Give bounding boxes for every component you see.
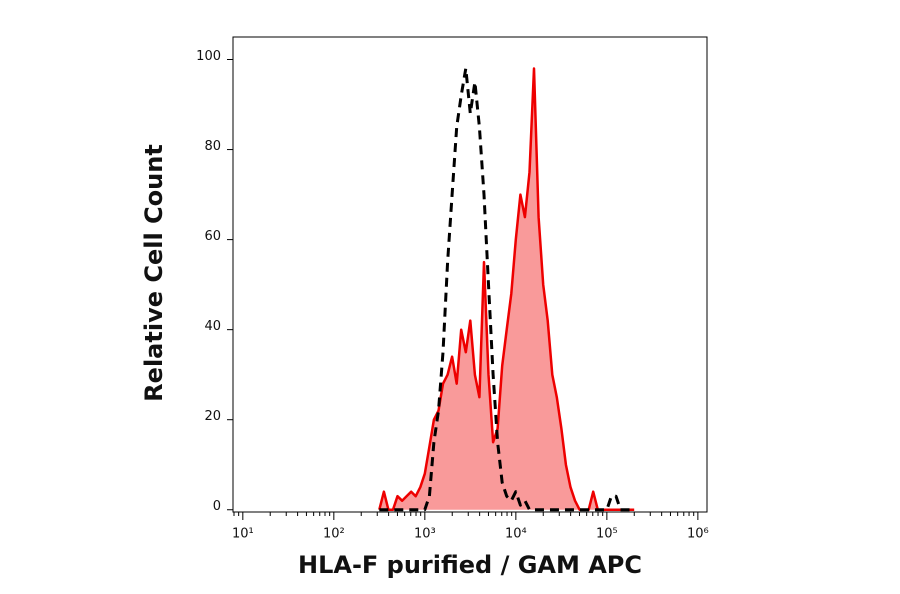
y-tick-label: 20 xyxy=(204,409,221,424)
y-tick-label: 40 xyxy=(204,319,221,334)
plot-frame xyxy=(232,36,708,513)
x-tick-label: 10⁶ xyxy=(687,527,709,542)
x-tick-label: 10¹ xyxy=(232,527,254,542)
x-tick-label: 10² xyxy=(323,527,345,542)
y-tick-label: 80 xyxy=(204,139,221,154)
y-tick-label: 0 xyxy=(213,499,221,514)
x-tick-label: 10⁴ xyxy=(505,527,527,542)
y-tick-label: 60 xyxy=(204,229,221,244)
x-tick-label: 10³ xyxy=(414,527,436,542)
y-tick-label: 100 xyxy=(196,49,221,64)
area xyxy=(379,68,635,510)
x-tick-label: 10⁵ xyxy=(596,527,618,542)
x-axis-label: HLA-F purified / GAM APC xyxy=(298,551,642,579)
y-axis-label: Relative Cell Count xyxy=(140,144,168,402)
series-line xyxy=(378,67,635,511)
series-line xyxy=(379,67,635,512)
